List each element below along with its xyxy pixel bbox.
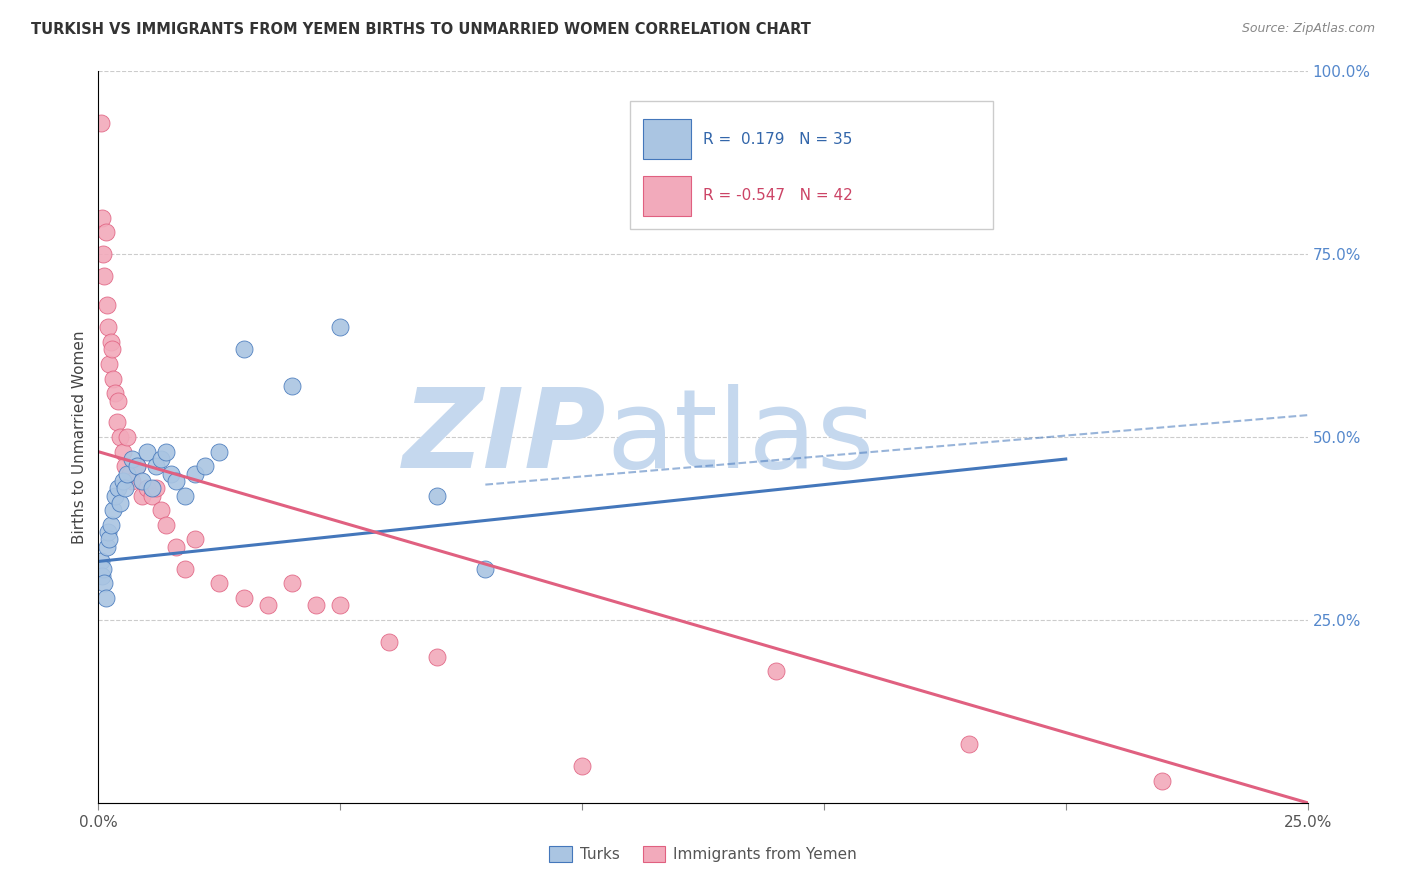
Point [98,533,121,547]
Point [107,393,129,408]
Point [98,357,121,371]
Point [91,247,114,261]
FancyBboxPatch shape [643,176,690,216]
Point [155,444,177,458]
Point [141,489,163,503]
Point [155,517,177,532]
Point [94,591,117,605]
Point [174,489,197,503]
Point [160,467,183,481]
Text: TURKISH VS IMMIGRANTS FROM YEMEN BIRTHS TO UNMARRIED WOMEN CORRELATION CHART: TURKISH VS IMMIGRANTS FROM YEMEN BIRTHS … [31,22,811,37]
Point [329,320,352,334]
Point [121,474,143,488]
Point [1152,773,1174,788]
Point [96,540,118,554]
Point [426,649,449,664]
Point [104,489,127,503]
Point [97,320,120,334]
Point [91,569,114,583]
Point [101,371,124,385]
Point [101,503,124,517]
Point [474,562,496,576]
Point [131,474,153,488]
Point [281,379,304,393]
Point [93,576,115,591]
Point [135,481,157,495]
Point [111,444,134,458]
Point [194,459,217,474]
Y-axis label: Births to Unmarried Women: Births to Unmarried Women [72,330,87,544]
Point [118,467,141,481]
Text: atlas: atlas [606,384,875,491]
Point [114,459,136,474]
Point [165,540,187,554]
Point [105,416,128,430]
Point [256,599,278,613]
Text: ZIP: ZIP [402,384,606,491]
Point [96,298,118,312]
Legend: Turks, Immigrants from Yemen: Turks, Immigrants from Yemen [543,840,863,868]
Point [232,591,254,605]
Point [90,115,112,129]
Point [145,459,167,474]
Point [571,759,593,773]
Point [150,452,173,467]
Point [100,517,122,532]
Point [127,459,149,474]
Point [108,430,131,444]
Point [117,430,139,444]
Point [305,599,328,613]
Point [104,386,127,401]
Point [90,554,112,568]
Point [127,459,149,474]
Point [377,635,399,649]
FancyBboxPatch shape [630,101,993,228]
Point [131,489,153,503]
Point [108,496,131,510]
Point [111,474,134,488]
Text: R = -0.547   N = 42: R = -0.547 N = 42 [703,188,853,203]
Point [100,334,122,349]
Point [114,481,136,495]
Point [329,599,352,613]
Point [135,444,157,458]
Point [208,576,231,591]
Point [91,211,114,225]
Point [426,489,449,503]
Point [957,737,980,751]
Point [145,481,167,495]
Point [117,467,139,481]
Point [101,343,124,357]
Point [184,533,207,547]
Point [150,503,173,517]
Text: R =  0.179   N = 35: R = 0.179 N = 35 [703,132,852,147]
Point [121,452,143,467]
Point [174,562,197,576]
Point [232,343,254,357]
Point [141,481,163,495]
Point [91,562,114,576]
Point [97,525,120,540]
Point [281,576,304,591]
Point [165,474,187,488]
Point [208,444,231,458]
Point [184,467,207,481]
Point [94,225,117,239]
Text: Source: ZipAtlas.com: Source: ZipAtlas.com [1241,22,1375,36]
Point [107,481,129,495]
Point [765,664,787,678]
FancyBboxPatch shape [643,119,690,159]
Point [93,269,115,284]
